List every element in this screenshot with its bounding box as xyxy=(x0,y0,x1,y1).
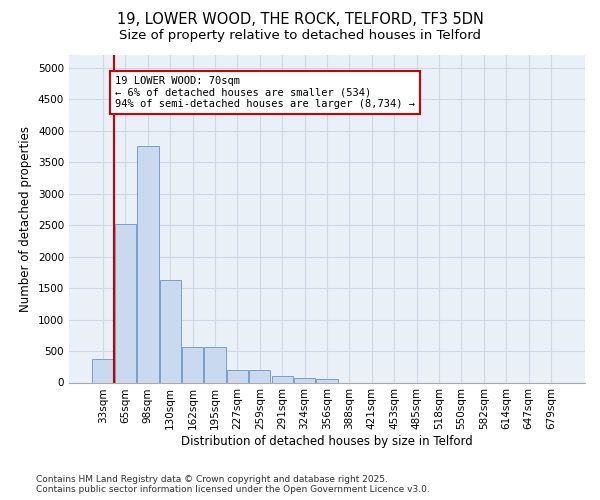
Bar xyxy=(160,280,181,382)
Text: 19, LOWER WOOD, THE ROCK, TELFORD, TF3 5DN: 19, LOWER WOOD, THE ROCK, TELFORD, TF3 5… xyxy=(116,12,484,28)
Bar xyxy=(92,359,114,382)
Bar xyxy=(316,380,338,382)
Bar xyxy=(182,346,203,382)
Text: 19 LOWER WOOD: 70sqm
← 6% of detached houses are smaller (534)
94% of semi-detac: 19 LOWER WOOD: 70sqm ← 6% of detached ho… xyxy=(115,76,415,109)
Bar xyxy=(115,224,136,382)
Bar xyxy=(227,370,248,382)
X-axis label: Distribution of detached houses by size in Telford: Distribution of detached houses by size … xyxy=(181,435,473,448)
Bar xyxy=(272,376,293,382)
Text: Contains HM Land Registry data © Crown copyright and database right 2025.
Contai: Contains HM Land Registry data © Crown c… xyxy=(36,474,430,494)
Text: Size of property relative to detached houses in Telford: Size of property relative to detached ho… xyxy=(119,29,481,42)
Y-axis label: Number of detached properties: Number of detached properties xyxy=(19,126,32,312)
Bar xyxy=(294,378,315,382)
Bar xyxy=(137,146,158,382)
Bar xyxy=(205,346,226,382)
Bar xyxy=(249,370,271,382)
